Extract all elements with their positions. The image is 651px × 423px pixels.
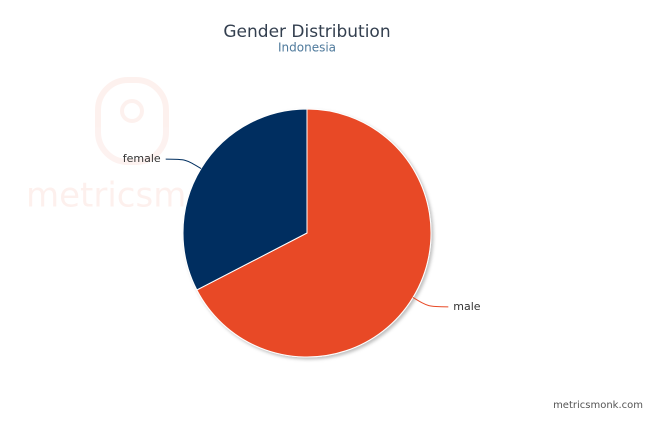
- slice-label: male: [453, 300, 481, 313]
- chart-title: Gender Distribution: [223, 22, 390, 42]
- label-connector: [412, 297, 449, 308]
- label-connector: [165, 158, 202, 169]
- pie-slice: [196, 108, 432, 358]
- credit: metricsmonk.com: [553, 400, 643, 411]
- slice-label: female: [123, 152, 161, 165]
- chart-subtitle: Indonesia: [278, 41, 336, 55]
- pie: [182, 108, 432, 358]
- watermark-logo: [95, 77, 169, 165]
